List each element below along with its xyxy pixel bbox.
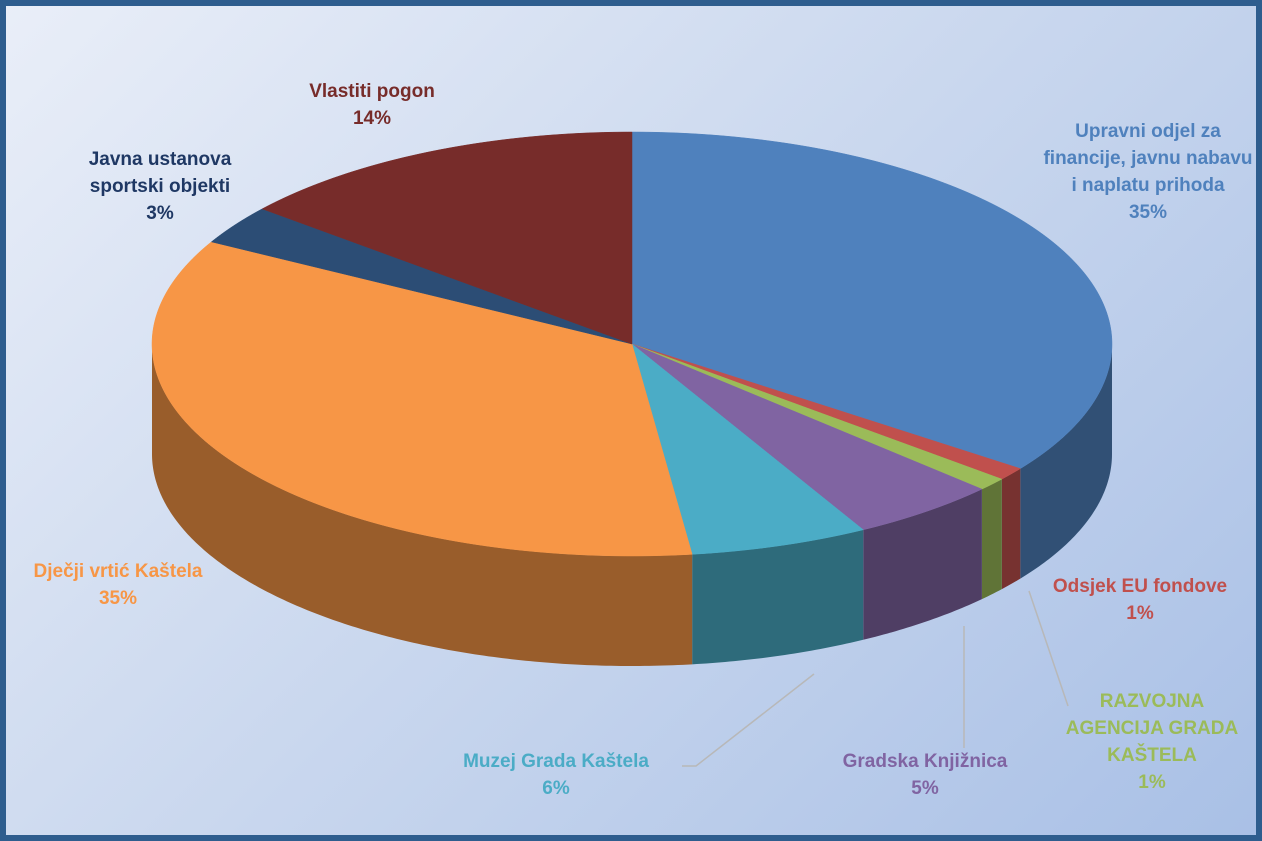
data-label: Odsjek EU fondove 1% [1040,573,1240,627]
data-label: RAZVOJNA AGENCIJA GRADA KAŠTELA 1% [1062,688,1242,796]
slice [631,343,864,555]
data-label: Vlastiti pogon 14% [262,78,482,132]
value-label: 14% [352,108,392,129]
data-label: Gradska Knjižnica 5% [815,748,1035,802]
slice-side [863,489,982,640]
slice [210,208,633,345]
value-label: 3% [146,203,174,224]
value-label: 35% [1128,202,1168,223]
category-label: Dječji vrtić Kaštela [33,561,203,582]
category-label: Gradska Knjižnica [842,751,1008,772]
slice-side [1001,468,1021,590]
slice [631,343,1003,490]
value-label: 6% [542,778,570,799]
pie-plot [151,131,1113,767]
value-label: 1% [1126,603,1154,624]
slice [151,241,693,557]
leader-line [1028,590,1069,707]
slice-side [981,479,1002,600]
data-label: Javna ustanova sportski objekti 3% [60,146,260,227]
slice [631,343,1021,480]
leader-line [682,673,815,767]
slice-side [692,529,864,665]
data-label: Dječji vrtić Kaštela 35% [3,558,233,612]
category-label: Muzej Grada Kaštela [463,751,649,772]
value-label: 5% [911,778,939,799]
slice [631,131,1113,469]
slice-side [152,344,693,666]
data-label: Muzej Grada Kaštela 6% [426,748,686,802]
slice [261,131,633,345]
category-label: RAZVOJNA AGENCIJA GRADA KAŠTELA [1065,691,1239,766]
data-label: Upravni odjel za financije, javnu nabavu… [1043,118,1253,226]
category-label: Vlastiti pogon [309,81,435,102]
slice-side [1020,344,1112,579]
value-label: 1% [1138,772,1166,793]
category-label: Javna ustanova sportski objekti [88,149,232,197]
value-label: 35% [98,588,138,609]
category-label: Upravni odjel za financije, javnu nabavu… [1043,121,1253,196]
slice [631,343,983,531]
category-label: Odsjek EU fondove [1052,576,1228,597]
